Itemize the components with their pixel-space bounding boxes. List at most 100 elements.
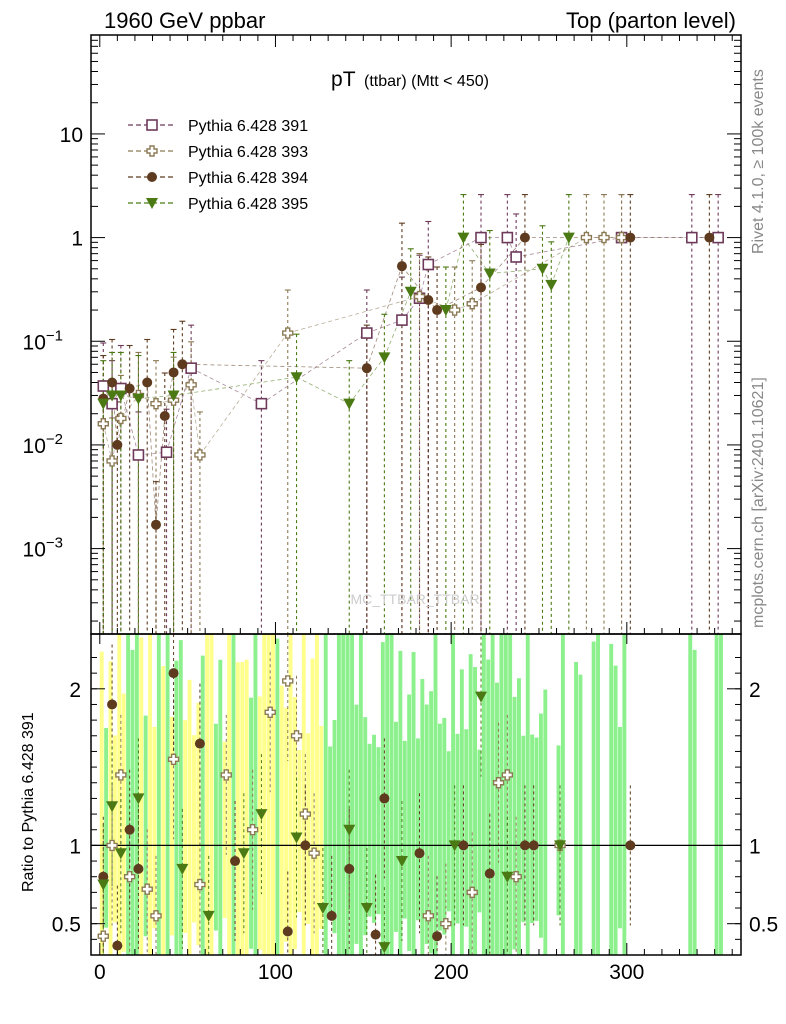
ratio-point (395, 856, 408, 868)
data-point (519, 232, 530, 243)
data-point (168, 367, 179, 378)
ratio-band (394, 721, 398, 932)
ratio-point (133, 863, 144, 874)
ratio-band (227, 634, 232, 955)
ratio-band (350, 634, 355, 955)
ratio-band (609, 643, 614, 955)
ratio-band (297, 750, 302, 913)
ratio-band (481, 634, 486, 955)
data-point (106, 390, 119, 402)
ratio-band (336, 634, 341, 955)
ratio-band (495, 682, 499, 955)
legend-marker (146, 119, 158, 131)
ratio-point (475, 691, 487, 703)
ratio-point (370, 929, 381, 940)
ratio-band (459, 669, 464, 955)
series-link (190, 384, 201, 456)
ratio-band (174, 660, 179, 955)
ratio-band (284, 707, 289, 942)
ratio-point (202, 910, 215, 922)
ratio-band (714, 634, 719, 955)
ratio-point (98, 871, 109, 882)
series-link (366, 266, 403, 369)
ratio-band (420, 679, 425, 955)
data-point (282, 327, 294, 339)
ratio-point (492, 777, 505, 789)
series-link (550, 237, 570, 285)
ratio-point (378, 942, 391, 954)
data-point (132, 449, 145, 461)
ratio-band (341, 634, 346, 955)
ratio-band (161, 666, 166, 955)
data-point (396, 261, 407, 272)
data-point (501, 231, 514, 244)
data-point (97, 398, 110, 410)
ratio-band (688, 634, 693, 955)
data-point (115, 412, 127, 425)
ratio-band (591, 641, 596, 955)
header-right: Top (parton level) (566, 8, 736, 33)
ratio-point (237, 848, 250, 860)
ratio-point (168, 668, 179, 679)
ratio-point (106, 801, 119, 813)
data-point (545, 279, 558, 291)
ratio-band (213, 723, 218, 931)
ratio-band (424, 704, 429, 944)
ratio-band (521, 735, 526, 923)
ratio-point (106, 839, 118, 852)
data-point (466, 298, 478, 310)
ratio-point (112, 940, 123, 951)
ratio-point (448, 840, 461, 852)
ratio-band (288, 634, 293, 955)
ratio-point (132, 793, 145, 805)
data-point (97, 418, 109, 430)
ratio-band (517, 678, 521, 955)
series-link (472, 237, 587, 305)
ratio-point (167, 753, 180, 765)
ratio-band (622, 634, 627, 955)
ratio-band (442, 717, 447, 935)
plot-title-main: pT (331, 68, 356, 91)
ratio-band (354, 704, 359, 944)
series-link (296, 376, 350, 405)
data-point (159, 411, 170, 422)
ratio-band (253, 634, 258, 955)
series-link (199, 332, 289, 456)
ratio-band (560, 634, 565, 955)
ratio-band (262, 634, 267, 955)
ratio-band (490, 634, 495, 955)
ratio-band (332, 720, 337, 934)
legend-marker (146, 198, 158, 209)
ratio-band (503, 634, 508, 955)
ratio-tick-label-right: 1 (749, 835, 761, 858)
series-link (366, 319, 403, 334)
plot-title-sub: (ttbar) (Mtt < 450) (364, 73, 489, 90)
data-point (396, 314, 408, 326)
ratio-band (596, 634, 600, 955)
ratio-point (379, 793, 390, 804)
y-tick-label: 10 (60, 124, 83, 147)
data-point (290, 372, 303, 384)
ratio-band (451, 634, 456, 955)
series-link (138, 395, 174, 399)
legend-label: Pythia 6.428 393 (188, 144, 308, 161)
y-tick-label: 10−1 (23, 327, 63, 354)
ratio-band (275, 638, 280, 955)
ratio-point (176, 863, 189, 875)
ratio-band (719, 634, 723, 955)
watermark: MC_TTBAR_TTBAR (350, 591, 479, 607)
ratio-point (246, 824, 259, 836)
data-point (343, 398, 356, 410)
ratio-band (433, 634, 438, 955)
ratio-band (187, 679, 192, 955)
ratio-point (414, 848, 425, 859)
series-link (489, 268, 543, 274)
axis-ticks: 0 100 200 300 10−3 10−2 10−1 1 10 0.5 0.5 1 1 2 2 (23, 34, 778, 984)
legend-marker (147, 172, 157, 182)
ratio-point (466, 886, 478, 899)
ratio-band (301, 634, 306, 955)
data-point (167, 390, 180, 402)
legend-marker (146, 145, 158, 157)
ratio-point (519, 840, 530, 851)
